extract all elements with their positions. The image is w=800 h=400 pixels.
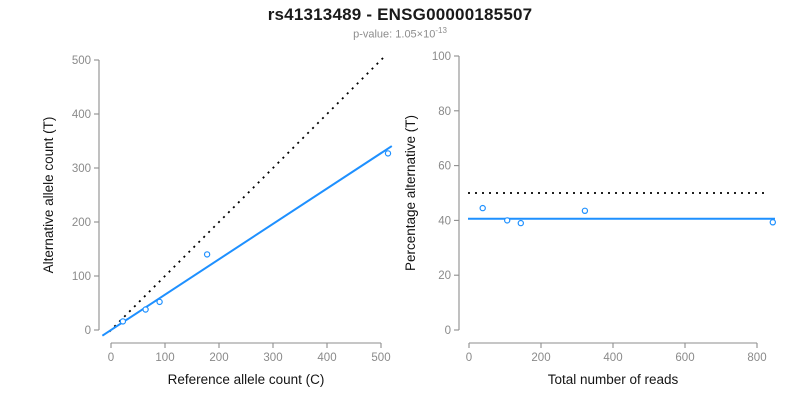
y-tick-label: 500 — [72, 55, 91, 67]
x-tick-label: 800 — [747, 352, 766, 364]
figure-title: rs41313489 - ENSG00000185507 — [267, 5, 533, 24]
x-tick-label: 0 — [108, 352, 114, 364]
x-axis-title: Reference allele count (C) — [168, 372, 325, 387]
identity-50pct-line — [108, 56, 385, 333]
figure-subtitle: p-value: 1.05×10-13 — [0, 26, 800, 41]
x-tick-label: 0 — [466, 352, 472, 364]
x-tick-label: 500 — [371, 352, 390, 364]
percentage-panel: 0 20 40 60 80 100 0 200 400 600 800 Total number of… — [403, 51, 777, 387]
data-point — [479, 204, 486, 212]
y-tick-label: 300 — [72, 163, 91, 175]
data-point — [384, 150, 392, 157]
y-tick-label: 400 — [72, 109, 91, 121]
fit-line — [101, 145, 393, 337]
allele-counts-panel: 0 100 200 300 400 500 0 100 200 300 400 500 Referenc… — [41, 55, 393, 387]
data-point — [156, 298, 163, 306]
pvalue-exponent: -13 — [435, 26, 447, 35]
y-tick-label: 80 — [438, 106, 451, 118]
x-tick-label: 200 — [531, 352, 550, 364]
x-tick-label: 100 — [155, 352, 174, 364]
data-point — [142, 306, 149, 313]
y-tick-label: 20 — [438, 270, 451, 282]
y-tick-label: 100 — [72, 271, 91, 283]
y-tick-label: 100 — [432, 51, 451, 63]
x-tick-label: 600 — [675, 352, 694, 364]
x-axis-title: Total number of reads — [548, 372, 679, 387]
data-point — [769, 219, 777, 226]
pvalue-text: p-value: 1.05×10 — [353, 28, 436, 41]
x-tick-label: 300 — [263, 352, 282, 364]
y-tick-label: 200 — [72, 217, 91, 229]
y-tick-label: 60 — [438, 161, 451, 173]
x-tick-label: 400 — [603, 352, 622, 364]
y-tick-label: 40 — [438, 215, 451, 227]
data-point — [119, 318, 127, 325]
y-axis-title: Percentage alternative (T) — [403, 115, 418, 271]
y-axis-title: Alternative allele count (T) — [41, 117, 56, 274]
data-point — [203, 251, 211, 258]
data-point — [581, 207, 589, 214]
y-tick-label: 0 — [85, 325, 91, 337]
x-tick-label: 200 — [209, 352, 228, 364]
x-tick-label: 400 — [317, 352, 336, 364]
y-tick-label: 0 — [445, 325, 451, 337]
data-point — [504, 217, 511, 224]
data-point — [517, 219, 525, 227]
